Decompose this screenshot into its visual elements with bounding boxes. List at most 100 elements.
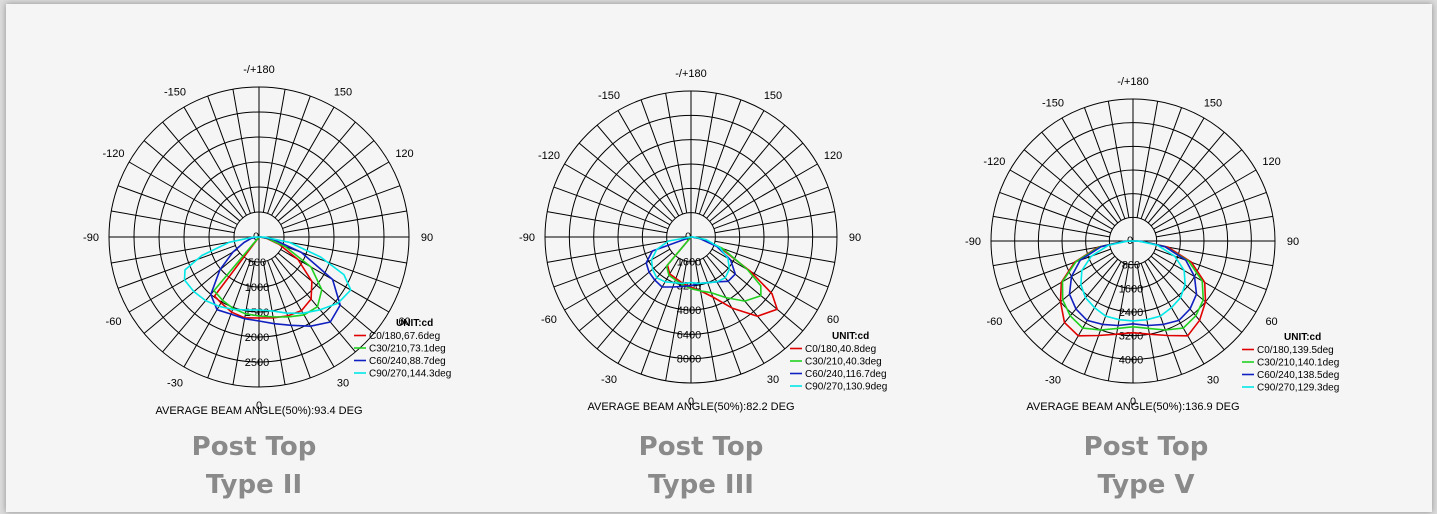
grid-spoke bbox=[706, 124, 786, 219]
grid-spoke bbox=[283, 210, 407, 234]
grid-spoke bbox=[143, 140, 241, 222]
angle-label: -150 bbox=[164, 87, 186, 99]
angle-label: 60 bbox=[1265, 316, 1277, 328]
grid-spoke bbox=[993, 215, 1110, 238]
grid-spoke bbox=[282, 185, 401, 229]
angle-label: 30 bbox=[1207, 375, 1219, 387]
grid-spoke bbox=[564, 163, 671, 226]
grid-spoke bbox=[713, 244, 829, 288]
unit-label: UNIT:cd bbox=[396, 318, 433, 329]
grid-spoke bbox=[277, 252, 375, 334]
grid-spoke bbox=[283, 240, 407, 264]
grid-spoke bbox=[665, 260, 688, 381]
radial-tick-label: 4800 bbox=[677, 305, 701, 317]
grid-spoke bbox=[547, 240, 668, 263]
grid-spoke bbox=[277, 140, 375, 222]
grid-spoke bbox=[117, 245, 236, 289]
grid-spoke bbox=[694, 93, 717, 214]
polar-chart-type-iii: -/+1801501209060300-30-60-90-120-1500160… bbox=[519, 68, 887, 413]
caption-line-1: Post Top bbox=[191, 432, 317, 462]
radial-tick-label: 4000 bbox=[1119, 354, 1143, 366]
grid-spoke bbox=[1061, 261, 1122, 365]
series-curve bbox=[1068, 240, 1198, 327]
grid-spoke bbox=[694, 260, 717, 381]
grid-spoke bbox=[1140, 263, 1183, 375]
caption-type-iii: Post Top Type III bbox=[551, 428, 851, 504]
series-curve bbox=[183, 236, 352, 314]
radial-tick-label: 2400 bbox=[1119, 307, 1143, 319]
grid-spoke bbox=[1155, 191, 1267, 234]
grid-spoke bbox=[698, 99, 742, 215]
series-curve bbox=[210, 236, 341, 327]
angle-label: 90 bbox=[1287, 236, 1299, 248]
legend-label: C60/240,116.7deg bbox=[805, 369, 887, 380]
beam-angle-footer: AVERAGE BEAM ANGLE(50%):93.4 DEG bbox=[155, 405, 362, 417]
unit-label: UNIT:cd bbox=[832, 331, 869, 342]
legend-label: C0/180,139.5deg bbox=[1257, 345, 1334, 356]
grid-spoke bbox=[596, 255, 676, 350]
series-curve bbox=[213, 236, 323, 318]
angle-label: -60 bbox=[986, 316, 1002, 328]
grid-spoke bbox=[183, 106, 247, 216]
angle-label: 90 bbox=[849, 232, 861, 244]
radial-tick-label: 1600 bbox=[677, 256, 701, 268]
grid-spoke bbox=[1147, 258, 1225, 351]
grid-spoke bbox=[553, 244, 669, 288]
grid-spoke bbox=[1041, 131, 1119, 224]
radial-tick-label: 800 bbox=[1122, 260, 1140, 272]
angle-label: 30 bbox=[337, 377, 349, 389]
grid-spoke bbox=[1144, 117, 1205, 221]
grid-spoke bbox=[640, 99, 684, 215]
angle-label: -120 bbox=[102, 148, 124, 160]
grid-spoke bbox=[709, 142, 804, 222]
grid-spoke bbox=[1153, 169, 1257, 230]
grid-spoke bbox=[999, 191, 1111, 234]
grid-spoke bbox=[117, 185, 236, 229]
grid-spoke bbox=[547, 211, 668, 234]
radial-tick-label: 1000 bbox=[245, 282, 269, 294]
legend-label: C30/210,73.1deg bbox=[369, 344, 446, 355]
series-curve bbox=[1061, 240, 1205, 331]
grid-spoke bbox=[578, 142, 673, 222]
grid-spoke bbox=[698, 259, 742, 375]
angle-label: -60 bbox=[106, 316, 122, 328]
grid-spoke bbox=[1041, 258, 1119, 351]
grid-spoke bbox=[111, 240, 235, 264]
grid-spoke bbox=[553, 186, 669, 230]
angle-label: -30 bbox=[601, 374, 617, 386]
angle-label: -/+180 bbox=[1117, 76, 1149, 88]
polar-chart-type-ii: -/+1801501209060300-30-60-90-120-1500500… bbox=[83, 64, 451, 417]
series-curve bbox=[1080, 240, 1186, 322]
radial-tick-label: 1600 bbox=[1119, 283, 1143, 295]
grid-spoke bbox=[1107, 264, 1130, 381]
angle-label: -30 bbox=[1045, 375, 1061, 387]
grid-spoke bbox=[274, 255, 356, 353]
angle-label: 150 bbox=[1204, 97, 1222, 109]
grid-spoke bbox=[111, 210, 235, 234]
angle-label: 0 bbox=[688, 396, 694, 408]
caption-line-2: Type II bbox=[205, 470, 303, 500]
angle-label: 0 bbox=[256, 400, 262, 412]
grid-spoke bbox=[262, 89, 286, 213]
grid-spoke bbox=[702, 110, 765, 217]
beam-angle-footer: AVERAGE BEAM ANGLE(50%):136.9 DEG bbox=[1026, 401, 1239, 413]
legend-label: C90/270,129.3deg bbox=[1257, 383, 1339, 394]
legend-label: C30/210,40.3deg bbox=[805, 357, 882, 368]
grid-spoke bbox=[1107, 101, 1130, 218]
grid-spoke bbox=[1083, 263, 1126, 375]
grid-spoke bbox=[128, 249, 238, 313]
angle-label: 60 bbox=[827, 314, 839, 326]
angle-label: -/+180 bbox=[243, 64, 275, 76]
grid-spoke bbox=[207, 260, 251, 379]
angle-label: 120 bbox=[824, 150, 842, 162]
grid-spoke bbox=[280, 161, 390, 225]
angle-label: -90 bbox=[83, 232, 99, 244]
grid-spoke bbox=[993, 244, 1110, 267]
grid-spoke bbox=[1136, 264, 1159, 381]
series-curve bbox=[650, 236, 731, 285]
grid-spoke bbox=[711, 163, 818, 226]
angle-label: 150 bbox=[764, 90, 782, 102]
legend-label: C60/240,138.5deg bbox=[1257, 370, 1339, 381]
angle-label: 60 bbox=[398, 316, 410, 328]
grid-spoke bbox=[267, 95, 311, 214]
